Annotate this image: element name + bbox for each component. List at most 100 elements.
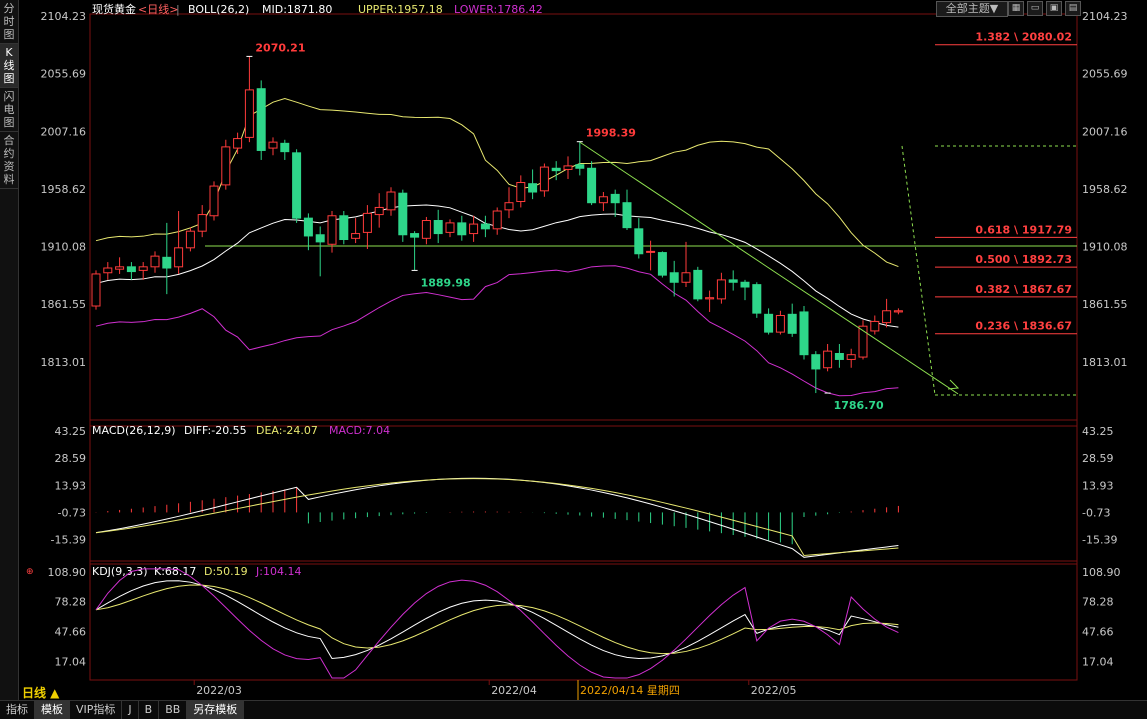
price-tick-right: 1910.08 [1082,241,1128,254]
fib-label: 1.382 \ 2080.02 [975,31,1072,44]
window-grid-icon[interactable]: ▦ [1008,1,1024,16]
boll-header-1: <日线> [138,2,178,16]
boll-upper-line [95,97,899,268]
candle-body [115,266,125,270]
macd-tick-right: 13.93 [1082,479,1114,492]
date-tick-label: 2022/05 [751,684,797,697]
candle-body [374,206,384,216]
candle-body [174,247,184,268]
trend-arrow [947,379,960,390]
candle-body [303,217,313,237]
candle-body [740,281,750,288]
kdj-tick-left: 17.04 [55,655,87,668]
kdj-tick-left: 108.90 [48,566,87,579]
candle-body [162,256,172,269]
macd-tick-right: -15.39 [1082,534,1117,547]
candle-body [492,210,502,230]
annotation-label: 1889.98 [421,276,471,289]
candle-body [351,233,361,239]
candle-body [870,320,880,332]
boll-header-5: UPPER:1957.18 [358,3,443,16]
period-label[interactable]: 日线 ▲ [22,686,60,700]
bottom-tab-2[interactable]: VIP指标 [70,701,123,719]
cursor-date-label: 2022/04/14 星期四 [580,684,680,697]
candle-body [268,141,278,149]
candle-body [775,315,785,333]
price-tick-left: 1910.08 [41,241,87,254]
side-tab-3[interactable]: 合约资料 [0,132,18,189]
candle-body [233,138,243,149]
price-tick-right: 2007.16 [1082,125,1128,138]
macd-header-0: MACD(26,12,9) [92,424,176,437]
kdj-icon: ⊕ [26,567,34,577]
macd-tick-left: -0.73 [58,506,86,519]
kdj-j-line [95,568,899,679]
price-tick-right: 1813.01 [1082,356,1128,369]
price-tick-right: 1861.55 [1082,298,1128,311]
candle-body [610,193,620,204]
window-maximize-icon[interactable]: ▣ [1046,1,1062,16]
candle-body [445,222,455,233]
candle-body [362,212,372,233]
macd-tick-left: -15.39 [51,534,86,547]
macd-dea-line [95,478,899,556]
price-tick-left: 1861.55 [41,298,87,311]
candle-body [834,353,844,360]
price-tick-left: 2055.69 [41,68,87,81]
candle-body [634,228,644,255]
candle-body [138,266,148,271]
candle-body [693,269,703,300]
theme-dropdown[interactable]: 全部主题▼ [936,1,1008,17]
window-close-icon[interactable]: ▤ [1065,1,1081,16]
candle-body [386,191,396,211]
macd-header-1: DIFF:-20.55 [184,424,247,437]
price-tick-right: 1958.62 [1082,183,1128,196]
annotation-label: 1998.39 [586,127,636,140]
kdj-panel-frame [89,563,1078,681]
candle-body [811,354,821,370]
candle-body [882,310,892,324]
side-tab-2[interactable]: 闪电图 [0,88,18,132]
kdj-k-line [95,580,899,660]
trend-line [579,141,959,395]
window-buttons: ▦ ▭ ▣ ▤ [1008,1,1081,16]
candle-body [221,146,231,186]
annotation-label: 2070.21 [255,41,305,54]
side-tab-0[interactable]: 分时图 [0,0,18,44]
candle-body [563,165,573,170]
boll-lower-line [95,265,899,397]
macd-tick-right: 28.59 [1082,452,1114,465]
bottom-tab-3[interactable]: J [122,701,139,719]
candle-body [823,350,833,369]
bottom-tab-4[interactable]: B [139,701,160,719]
macd-tick-left: 28.59 [55,452,87,465]
candle-body [398,192,408,236]
price-panel-frame [89,13,1078,421]
boll-header-2: | [176,3,180,16]
candle-body [893,310,903,313]
candle-body [799,311,809,356]
candle-body [126,266,136,273]
boll-header-3: BOLL(26,2) [188,3,249,16]
boll-header-0: 现货黄金 [92,2,136,16]
bottom-tab-1[interactable]: 模板 [35,701,70,719]
candle-body [539,166,549,192]
candle-body [846,354,856,360]
bottom-tab-6[interactable]: 另存模板 [187,701,245,719]
macd-tick-left: 13.93 [55,479,87,492]
candle-body [469,223,479,235]
date-tick-label: 2022/04 [491,684,537,697]
window-minimize-icon[interactable]: ▭ [1027,1,1043,16]
candle-body [280,142,290,153]
candle-body [91,273,101,307]
macd-panel-frame [89,425,1078,562]
kdj-tick-right: 17.04 [1082,655,1114,668]
bottom-tab-bar: 指标 模板 VIP指标 J B BB 另存模板 [0,700,1147,719]
candle-body [421,220,431,239]
candle-body [728,279,738,283]
bottom-tab-5[interactable]: BB [159,701,188,719]
candle-body [669,272,679,283]
bottom-tab-0[interactable]: 指标 [0,701,35,719]
